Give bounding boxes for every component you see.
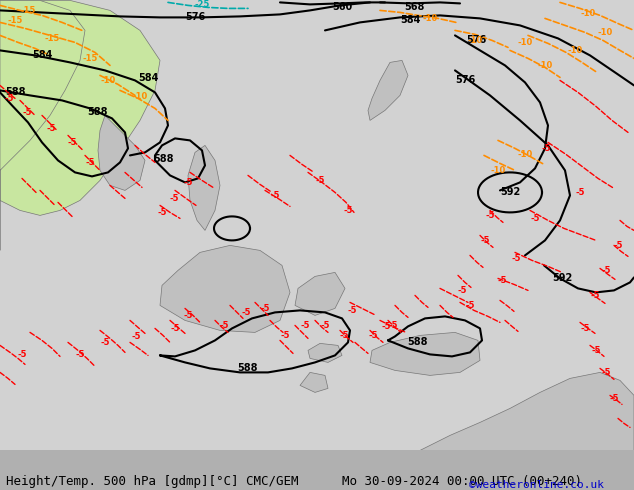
Text: -5: -5 <box>315 176 325 185</box>
Text: -5: -5 <box>46 124 56 133</box>
Text: 568: 568 <box>404 2 424 12</box>
Polygon shape <box>0 0 85 200</box>
Text: -5: -5 <box>343 206 353 215</box>
Text: -5: -5 <box>485 211 495 220</box>
Text: 576: 576 <box>466 35 486 46</box>
Text: -5: -5 <box>157 208 167 217</box>
Polygon shape <box>308 343 342 363</box>
Text: 576: 576 <box>455 75 475 85</box>
Text: -5: -5 <box>601 368 611 377</box>
Polygon shape <box>300 372 328 392</box>
Text: -5: -5 <box>368 331 378 340</box>
Text: -5: -5 <box>100 338 110 347</box>
Text: -5: -5 <box>511 254 521 263</box>
Text: -5: -5 <box>613 241 623 250</box>
Text: 588: 588 <box>238 364 258 373</box>
Text: -5: -5 <box>131 332 141 341</box>
Text: 592: 592 <box>552 273 572 283</box>
Text: -5: -5 <box>480 236 489 245</box>
Text: -5: -5 <box>280 331 290 340</box>
Text: -10: -10 <box>517 150 533 159</box>
Text: 588: 588 <box>153 154 173 165</box>
Text: -10: -10 <box>567 46 583 55</box>
Text: -10: -10 <box>422 14 437 23</box>
Polygon shape <box>98 116 145 191</box>
Text: -5: -5 <box>388 321 398 330</box>
Text: -5: -5 <box>381 322 391 331</box>
Text: -5: -5 <box>260 304 269 313</box>
Polygon shape <box>370 332 480 375</box>
Polygon shape <box>188 146 220 230</box>
Text: -5: -5 <box>75 350 85 359</box>
Text: 584: 584 <box>400 15 420 25</box>
Text: -15: -15 <box>44 34 60 43</box>
Text: -5: -5 <box>270 191 280 200</box>
Text: -5: -5 <box>242 308 251 317</box>
Polygon shape <box>0 0 634 450</box>
Text: -5: -5 <box>85 158 94 167</box>
Text: -5: -5 <box>465 301 475 310</box>
Text: Mo 30-09-2024 00:00 UTC (00+240): Mo 30-09-2024 00:00 UTC (00+240) <box>342 474 583 488</box>
Text: -5: -5 <box>183 311 193 320</box>
Polygon shape <box>160 245 290 332</box>
Text: -15: -15 <box>20 6 36 15</box>
Text: Height/Temp. 500 hPa [gdmp][°C] CMC/GEM: Height/Temp. 500 hPa [gdmp][°C] CMC/GEM <box>6 474 299 488</box>
Text: ©weatheronline.co.uk: ©weatheronline.co.uk <box>469 480 604 490</box>
Polygon shape <box>295 272 345 316</box>
Polygon shape <box>368 60 408 121</box>
Text: -5: -5 <box>580 324 590 333</box>
Text: 592: 592 <box>500 187 520 197</box>
Text: -10: -10 <box>100 76 115 85</box>
Text: -5: -5 <box>497 276 507 285</box>
Text: -10: -10 <box>490 166 506 175</box>
Text: -5: -5 <box>339 331 349 340</box>
Text: -5: -5 <box>17 350 27 359</box>
Text: -10: -10 <box>597 28 612 37</box>
Text: 588: 588 <box>87 107 107 118</box>
Text: -5: -5 <box>320 321 330 330</box>
Polygon shape <box>420 372 634 450</box>
Text: 584: 584 <box>138 74 158 83</box>
Polygon shape <box>0 0 160 250</box>
Text: -15: -15 <box>8 16 23 25</box>
Text: -5: -5 <box>590 291 600 300</box>
Text: -5: -5 <box>347 306 357 315</box>
Text: -5: -5 <box>301 321 310 330</box>
Text: -10: -10 <box>580 9 595 18</box>
Text: -5: -5 <box>530 214 540 223</box>
Text: -25: -25 <box>194 0 210 9</box>
Text: -5: -5 <box>171 324 180 333</box>
Text: -5: -5 <box>609 394 619 403</box>
Text: -10: -10 <box>517 38 533 47</box>
Text: -10: -10 <box>538 61 553 70</box>
Text: -5: -5 <box>67 138 77 147</box>
Text: -5: -5 <box>4 94 14 103</box>
Text: -5: -5 <box>601 266 611 275</box>
Text: -5: -5 <box>541 144 551 153</box>
Text: -5: -5 <box>592 346 601 355</box>
Text: 584: 584 <box>32 50 52 60</box>
Text: -5: -5 <box>183 178 193 187</box>
Text: 576: 576 <box>185 12 205 23</box>
Text: 560: 560 <box>332 2 352 12</box>
Text: -5: -5 <box>169 194 179 203</box>
Text: -15: -15 <box>82 54 98 63</box>
Text: -5: -5 <box>219 321 229 330</box>
Text: -5: -5 <box>575 188 585 197</box>
Text: -5: -5 <box>22 108 32 117</box>
Text: -5: -5 <box>457 286 467 295</box>
Text: 588: 588 <box>408 338 428 347</box>
Text: -10: -10 <box>133 92 148 101</box>
Text: -10: -10 <box>467 36 482 45</box>
Text: 588: 588 <box>6 87 26 98</box>
